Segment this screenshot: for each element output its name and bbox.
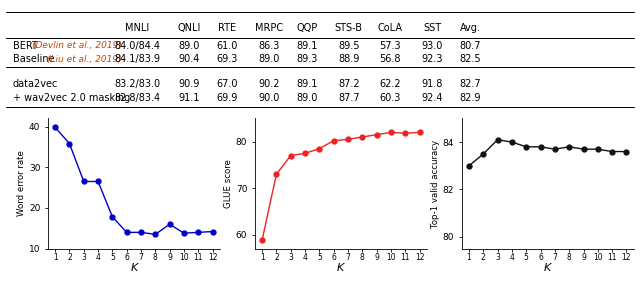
Text: 82.9: 82.9 [460, 93, 481, 103]
Text: 90.9: 90.9 [178, 79, 200, 89]
Text: 69.3: 69.3 [216, 54, 238, 64]
Text: 89.0: 89.0 [296, 93, 318, 103]
Text: CoLA: CoLA [378, 23, 403, 33]
Text: 56.8: 56.8 [380, 54, 401, 64]
Text: 82.8/83.4: 82.8/83.4 [115, 93, 161, 103]
Text: 89.1: 89.1 [296, 79, 318, 89]
Text: 86.3: 86.3 [258, 41, 280, 51]
Y-axis label: Top-1 valid accuracy: Top-1 valid accuracy [431, 139, 440, 228]
Text: 91.8: 91.8 [421, 79, 443, 89]
Text: 84.1/83.9: 84.1/83.9 [115, 54, 161, 64]
Text: MNLI: MNLI [125, 23, 150, 33]
Text: 62.2: 62.2 [380, 79, 401, 89]
Text: 91.1: 91.1 [178, 93, 200, 103]
Text: QNLI: QNLI [177, 23, 200, 33]
Text: 89.0: 89.0 [258, 54, 280, 64]
Text: 89.5: 89.5 [338, 41, 360, 51]
Text: Baseline: Baseline [13, 54, 58, 64]
Text: 87.7: 87.7 [338, 93, 360, 103]
Text: 90.0: 90.0 [258, 93, 280, 103]
Text: 92.3: 92.3 [421, 54, 443, 64]
Text: 80.7: 80.7 [460, 41, 481, 51]
Text: data2vec: data2vec [13, 79, 58, 89]
X-axis label: K: K [337, 263, 344, 273]
Text: 88.9: 88.9 [338, 54, 360, 64]
Text: STS-B: STS-B [335, 23, 363, 33]
Text: RTE: RTE [218, 23, 236, 33]
Text: 82.7: 82.7 [460, 79, 481, 89]
Text: 90.4: 90.4 [178, 54, 200, 64]
Text: (Devlin et al., 2019): (Devlin et al., 2019) [32, 41, 122, 50]
Text: + wav2vec 2.0 masking: + wav2vec 2.0 masking [13, 93, 130, 103]
Text: Avg.: Avg. [460, 23, 481, 33]
Text: 93.0: 93.0 [421, 41, 443, 51]
Text: BERT: BERT [13, 41, 41, 51]
Text: 90.2: 90.2 [258, 79, 280, 89]
Text: 89.0: 89.0 [178, 41, 200, 51]
Text: 61.0: 61.0 [216, 41, 238, 51]
Text: 83.2/83.0: 83.2/83.0 [115, 79, 161, 89]
Text: 57.3: 57.3 [380, 41, 401, 51]
Y-axis label: GLUE score: GLUE score [224, 159, 233, 208]
Text: 60.3: 60.3 [380, 93, 401, 103]
Text: MRPC: MRPC [255, 23, 283, 33]
Text: (Liu et al., 2019): (Liu et al., 2019) [47, 55, 122, 64]
Text: 84.0/84.4: 84.0/84.4 [115, 41, 161, 51]
Text: 89.1: 89.1 [296, 41, 318, 51]
Text: SST: SST [423, 23, 441, 33]
Text: 89.3: 89.3 [296, 54, 318, 64]
Text: QQP: QQP [296, 23, 318, 33]
Text: 67.0: 67.0 [216, 79, 238, 89]
X-axis label: K: K [544, 263, 551, 273]
X-axis label: K: K [131, 263, 138, 273]
Y-axis label: Word error rate: Word error rate [17, 151, 26, 216]
Text: 69.9: 69.9 [216, 93, 238, 103]
Text: 92.4: 92.4 [421, 93, 443, 103]
Text: 87.2: 87.2 [338, 79, 360, 89]
Text: 82.5: 82.5 [460, 54, 481, 64]
